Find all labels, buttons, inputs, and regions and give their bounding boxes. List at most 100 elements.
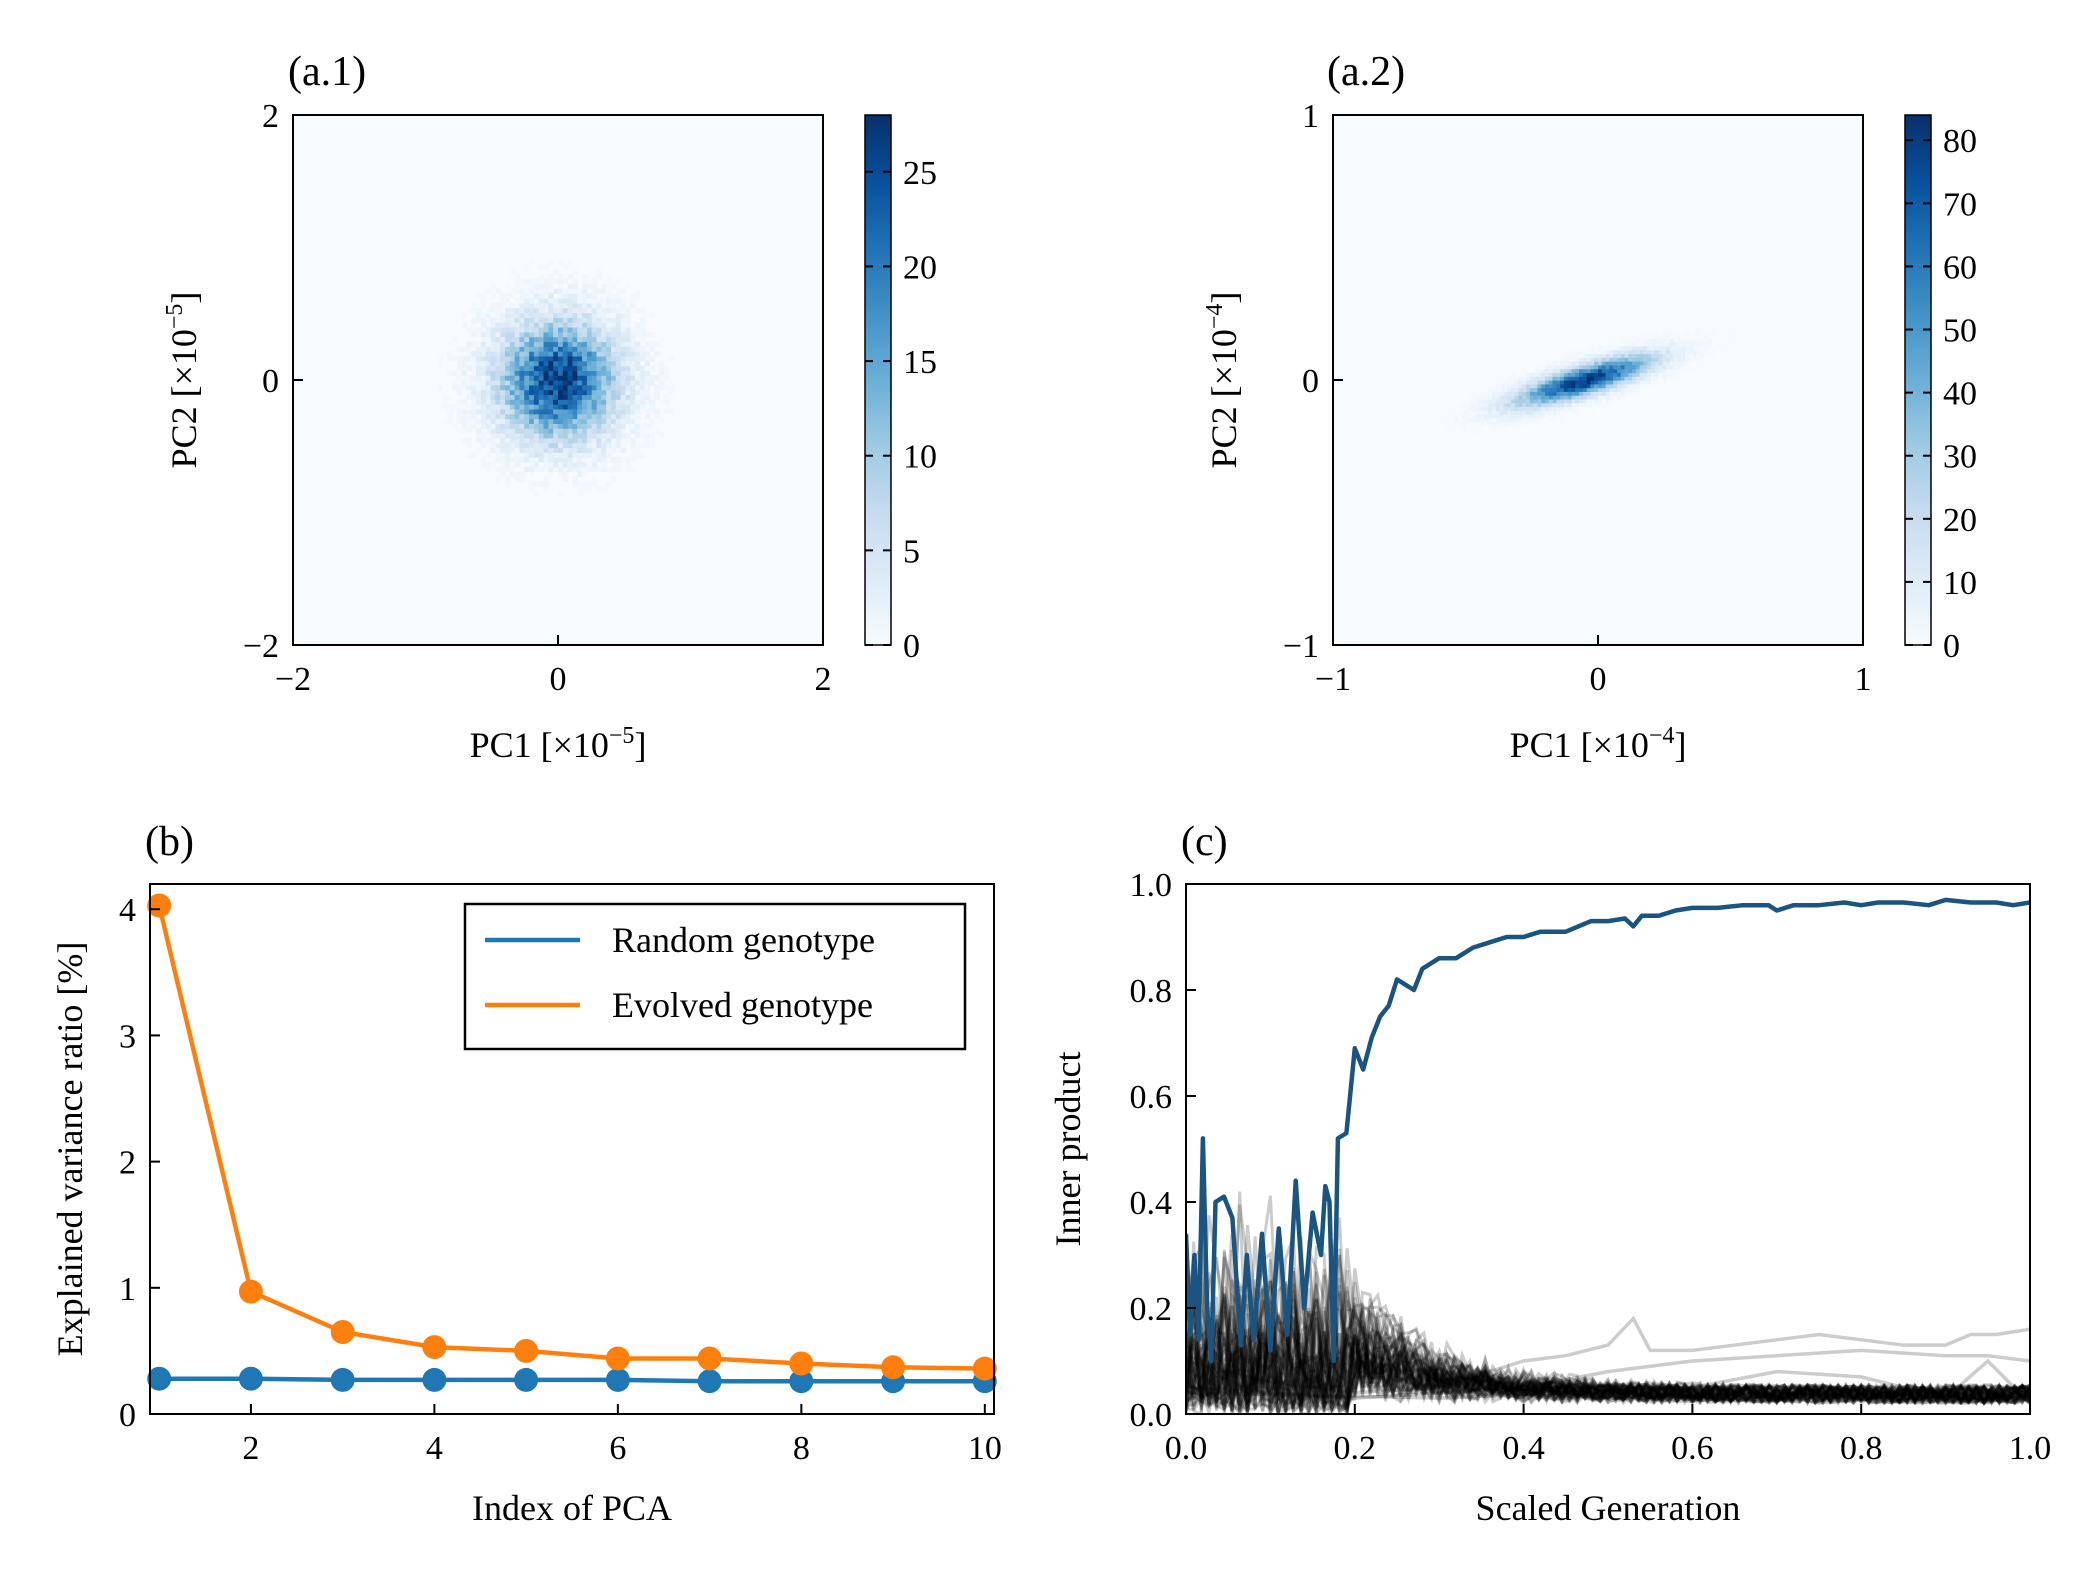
heatmap-cell [1533,402,1539,408]
heatmap-cell [538,283,545,290]
gray-trajectory-line [1186,1191,2030,1408]
heatmap-cell [1658,361,1663,366]
heatmap-cell [1484,414,1489,419]
heatmap-cell [620,433,627,439]
heatmap-cell [1616,349,1622,355]
heatmap-cell [1605,387,1610,392]
heatmap-cell [1514,410,1520,415]
heatmap-cell [543,293,549,299]
heatmap-cell [611,408,617,415]
heatmap-cell [529,351,535,357]
heatmap-cell [533,293,540,299]
heatmap-cell [572,399,578,405]
heatmap-cell [558,389,564,396]
heatmap-cell [664,399,670,405]
heatmap-cell [480,457,487,463]
heatmap-cell [572,394,578,400]
heatmap-cell [1529,414,1535,419]
heatmap-cell [509,404,516,410]
heatmap-cell [1616,380,1622,385]
heatmap-cell [1473,406,1478,411]
heatmap-cell [533,447,540,453]
heatmap-cell [567,394,574,400]
heatmap-cell [1605,402,1610,408]
heatmap-cell [553,355,559,362]
heatmap-cell [1537,387,1542,392]
heatmap-cell [582,418,588,424]
heatmap-cell [1700,357,1705,362]
data-point-evolved [514,1338,539,1363]
heatmap-cell [562,471,569,477]
heatmap-cell [644,394,651,400]
gray-trajectory-line [1186,1338,2030,1413]
heatmap-cell [1594,357,1599,362]
heatmap-cell [1598,364,1603,370]
heatmap-cell [606,442,612,449]
heatmap-cell [529,346,535,352]
heatmap-cell [1495,376,1501,381]
heatmap-cell [586,322,593,328]
heatmap-cell [548,380,554,386]
heatmap-cell [1616,395,1622,400]
heatmap-cell [586,413,593,420]
heatmap-cell [1616,357,1622,362]
heatmap-cell [1514,391,1520,396]
heatmap-cell [625,457,631,463]
heatmap-cell [538,351,545,357]
heatmap-cell [1518,406,1523,411]
heatmap-cell [514,327,521,333]
heatmap-cell [553,380,559,386]
heatmap-cell [1529,372,1535,377]
heatmap-cell [1518,391,1523,396]
heatmap-cell [1571,398,1576,404]
heatmap-cell [1510,391,1516,396]
heatmap-cell [466,413,472,420]
axes-c-ticks: 0.0 0.2 0.4 0.6 0.8 1.00.00.20.40.60.81.0 [1130,867,2052,1467]
heatmap-cell [1571,361,1576,366]
heatmap-cell [529,413,535,420]
heatmap-cell [1469,410,1474,415]
heatmap-cell [562,327,569,333]
heatmap-cell [505,336,511,343]
heatmap-cell [1590,410,1595,415]
heatmap-cell [630,351,636,357]
heatmap-cell [466,418,472,424]
heatmap-cell [1594,380,1599,385]
heatmap-cell [519,428,525,434]
panel-label-c: (c) [1181,819,1228,865]
heatmap-cell [476,384,482,391]
heatmap-cell [505,307,511,314]
heatmap-cell [485,423,492,429]
heatmap-cell [615,360,622,367]
heatmap-cell [480,389,487,396]
heatmap-cell [577,365,583,371]
heatmap-cell [1518,376,1523,381]
heatmap-cell [1632,387,1637,392]
heatmap-cell [490,423,496,429]
heatmap-cell [524,355,530,362]
heatmap-cell [1632,376,1637,381]
heatmap-cell [524,408,530,415]
heatmap-cell [1461,421,1467,427]
heatmap-cell [1582,376,1588,381]
heatmap-cell [1666,372,1671,377]
heatmap-cell [543,355,549,362]
heatmap-cell [1545,383,1550,389]
heatmap-cell [1507,398,1512,404]
gray-trajectory-line [1186,1331,2030,1412]
heatmap-cell [456,413,463,420]
heatmap-cell [620,404,627,410]
heatmap-cell [1685,368,1690,374]
heatmap-cell [586,327,593,333]
heatmap-cell [1499,406,1504,411]
heatmap-cell [577,351,583,357]
heatmap-cell [1700,327,1705,332]
heatmap-cell [615,346,622,352]
heatmap-cell [500,452,506,458]
heatmap-cell [500,380,506,386]
heatmap-cell [476,437,482,444]
heatmap-cell [1495,391,1501,396]
heatmap-cell [620,288,627,294]
heatmap-cell [1575,372,1580,377]
heatmap-cell [519,442,525,449]
